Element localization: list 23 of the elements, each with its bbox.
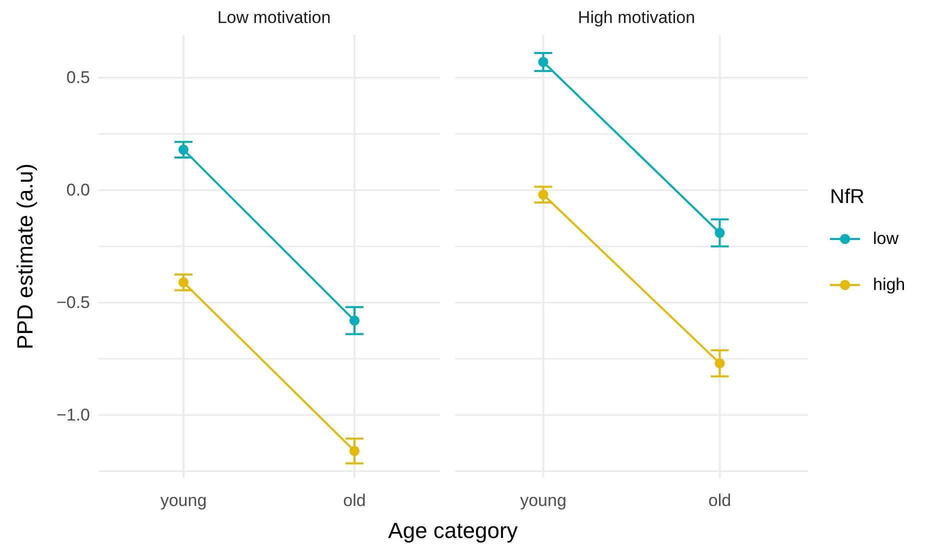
point xyxy=(538,56,548,67)
y-tick-label: −1.0 xyxy=(56,406,90,425)
legend-label: low xyxy=(873,229,900,248)
x-axis-title: Age category xyxy=(387,518,519,544)
legend-label: high xyxy=(873,275,906,294)
x-tick-label: old xyxy=(708,491,732,510)
y-axis-title: PPD estimate (a.u) xyxy=(12,164,38,350)
point xyxy=(178,277,188,288)
x-tick-label: young xyxy=(160,491,207,510)
x-tick-label: young xyxy=(520,491,566,510)
chart-title: Low motivation xyxy=(217,8,331,27)
point xyxy=(178,144,188,155)
y-tick-label: 0.0 xyxy=(66,180,90,200)
point xyxy=(350,446,360,456)
point xyxy=(350,316,360,326)
point xyxy=(714,358,725,368)
point xyxy=(714,228,725,238)
y-tick-label: 0.5 xyxy=(66,68,90,88)
point xyxy=(538,190,548,200)
chart-title: High motivation xyxy=(578,8,696,27)
legend-title: NfR xyxy=(830,186,864,208)
x-tick-label: old xyxy=(343,491,366,510)
y-tick-label: −0.5 xyxy=(56,293,90,312)
